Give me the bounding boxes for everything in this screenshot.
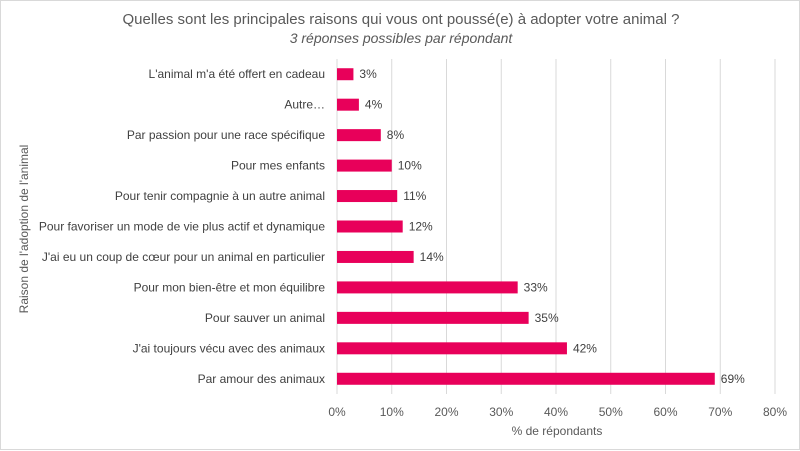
category-label: Pour sauver un animal: [205, 311, 325, 325]
gridlines: [336, 59, 776, 394]
value-label: 33%: [524, 280, 548, 294]
bar: [337, 220, 403, 233]
x-tick-label: 20%: [434, 405, 458, 419]
x-axis-title: % de répondants: [512, 424, 603, 438]
x-tick-label: 80%: [763, 405, 787, 419]
value-label: 3%: [359, 67, 377, 81]
value-label: 35%: [535, 311, 559, 325]
x-tick-label: 10%: [380, 405, 404, 419]
category-labels: L'animal m'a été offert en cadeau Autre… P…: [39, 67, 325, 386]
chart-subtitle: 3 réponses possibles par répondant: [290, 30, 514, 46]
category-label: Pour favoriser un mode de vie plus actif…: [39, 220, 325, 234]
value-label: 12%: [409, 220, 433, 234]
value-label: 69%: [721, 372, 745, 386]
bar: [337, 372, 715, 385]
bars: [337, 68, 715, 385]
x-tick-label: 50%: [599, 405, 623, 419]
x-tick-label: 70%: [708, 405, 732, 419]
value-label: 10%: [398, 159, 422, 173]
value-label: 4%: [365, 98, 383, 112]
bar: [337, 159, 392, 172]
category-label: L'animal m'a été offert en cadeau: [149, 67, 325, 81]
value-label: 8%: [387, 128, 405, 142]
category-label: J'ai toujours vécu avec des animaux: [133, 341, 325, 355]
x-tick-label: 30%: [489, 405, 513, 419]
category-label: Pour mon bien-être et mon équilibre: [134, 280, 326, 294]
chart-title: Quelles sont les principales raisons qui…: [123, 11, 680, 28]
bar: [337, 68, 354, 81]
x-tick-label: 40%: [544, 405, 568, 419]
value-label: 42%: [573, 341, 597, 355]
category-label: J'ai eu un coup de cœur pour un animal e…: [42, 250, 325, 264]
value-label: 14%: [420, 250, 444, 264]
bar: [337, 98, 359, 111]
value-labels: 3% 4% 8% 10% 11% 12% 14% 33% 35% 42% 69%: [359, 67, 745, 386]
category-label: Par amour des animaux: [198, 372, 325, 386]
bar: [337, 281, 518, 294]
x-tick-labels: 0% 10% 20% 30% 40% 50% 60% 70% 80%: [328, 405, 787, 419]
bar: [337, 190, 398, 203]
x-tick-label: 0%: [328, 405, 346, 419]
bar: [337, 342, 567, 355]
category-label: Pour tenir compagnie à un autre animal: [115, 189, 325, 203]
category-label: Par passion pour une race spécifique: [127, 128, 325, 142]
y-axis-title: Raison de l'adoption de l'animal: [17, 145, 31, 314]
value-label: 11%: [403, 189, 426, 203]
category-label: Pour mes enfants: [231, 159, 325, 173]
category-label: Autre…: [284, 98, 325, 112]
bar: [337, 129, 381, 142]
bar: [337, 250, 414, 263]
bar: [337, 311, 529, 324]
x-tick-label: 60%: [653, 405, 677, 419]
